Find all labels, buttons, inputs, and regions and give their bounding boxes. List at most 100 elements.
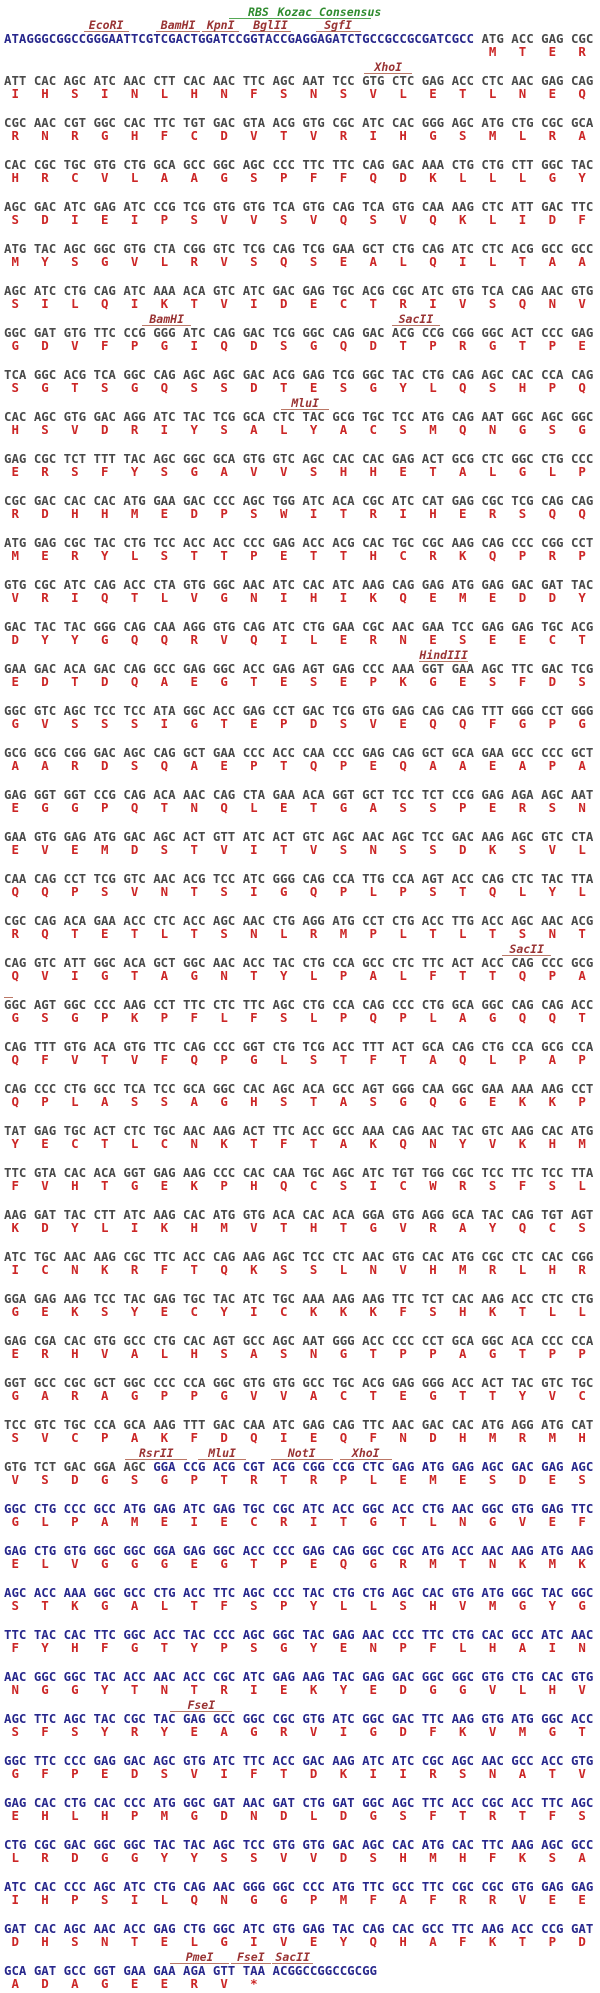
aa-translation-row: G F P E D S V I F T D K I I R S N A T V [4,1766,600,1781]
dna-sequence-row: AGC TTC AGC TAC CGC TAC GAG GCC GGC CGC … [4,1712,600,1725]
enzyme-annotation-row [4,775,600,788]
enzyme-annotation-row [4,481,600,494]
sequence-block: CGC GAC CAC CAC ATG GAA GAC CCC AGC TGG … [4,481,600,520]
orf-codon-sequence: GAA GTG GAG ATG GAC AGC ACT GTT ATC ACT … [4,829,594,844]
aa-translation-row: I C N K R F T Q K S S L N V H M R L H R [4,1262,600,1277]
sequence-block: RBS Kozac Consensus EcoRI BamHI KpnI BglII Sgf… [4,6,600,58]
enzyme-annotation-row [4,985,600,998]
dna-sequence-row: CAC AGC GTG GAC AGG ATC TAC TCG GCA CTC … [4,410,600,423]
orf-codon-sequence: TTC GTA CAC ACA GGT GAG AAG CCC CAC CAA … [4,1165,594,1180]
dna-sequence-row: GGC AGT GGC CCC AAG CCT TTC CTC TTC AGC … [4,998,600,1011]
sequence-block: GAG CTG GTG GGC GGC GGA GAG GGC ACC CCC … [4,1531,600,1570]
enzyme-annotation-row [4,1825,600,1838]
orf-codon-sequence: GGC GAT GTG TTC CCG GGG ATC CAG GAC TCG … [4,325,594,340]
enzyme-annotation-row [4,733,600,746]
enzyme-annotation-row [4,1195,600,1208]
aa-translation-row: L R D G G Y Y S S V V D S H M H F K S A [4,1850,600,1865]
aa-translation-row: S T K G A L T F S P Y L L S H V M G Y G [4,1598,600,1613]
enzyme-annotation-row [4,1027,600,1040]
feature-label: RBS [229,6,288,19]
orf-codon-sequence: ATG ACC GAG CGC [481,31,594,46]
orf-codon-sequence: GGC GTC AGC TCC TCC ATA GGC ACC GAG CCT … [4,703,594,718]
orf-codon-sequence: TCA GGC ACG TCA GGC CAG AGC AGC GAC ACG … [4,367,594,382]
dna-sequence-row: GGC GAT GTG TTC CCG GGG ATC CAG GAC TCG … [4,326,600,339]
sequence-block: GAG CGC TCT TTT TAC AGC GGC GCA GTG GTC … [4,439,600,478]
aa-translation-row: G L P A M E I E C R I T G T L N G V E F [4,1514,600,1529]
orf-codon-sequence: ATT CAC AGC ATC AAC CTT CAC AAC TTC AGC … [4,73,594,88]
sequence-block: GGC TTC CCC GAG GAC AGC GTG ATC TTC ACC … [4,1741,600,1780]
restriction-site-label: XhoI [339,1447,392,1460]
orf-codon-sequence: CGC CAG ACA GAA ACC CTC ACC AGC AAC CTG … [4,913,594,928]
orf-codon-sequence: CAG GTC ATT GGC ACA GCT GGC AAC ACC TAC … [4,955,594,970]
dna-sequence-row: AGC ATC CTG CAG ATC AAA ACA GTC ATC GAC … [4,284,600,297]
sequence-block: XhoI ATT CAC AGC ATC AAC CTT CAC AAC TTC … [4,61,600,100]
orf-codon-sequence: GTG CGC ATC CAG ACC CTA GTG GGC AAC ATC … [4,577,594,592]
enzyme-annotation-row [4,607,600,620]
aa-translation-row: E R H V A L H S A S N G T P P A G T P P [4,1346,600,1361]
aa-translation-row: S D I E I P S V V S V Q S V Q K L I D F [4,212,600,227]
dna-sequence-row: TTC TAC CAC TTC GGC ACC TAC CCC AGC GGC … [4,1628,600,1641]
dna-sequence-row: AGC ACC AAA GGC GCC CTG ACC TTC AGC CCC … [4,1586,600,1599]
dna-sequence-row: TAT GAG TGC ACT CTC TGC AAC AAG ACT TTC … [4,1124,600,1137]
orf-codon-sequence: CAC AGC GTG GAC AGG ATC TAC TCG GCA CTC … [4,409,594,424]
tag-codon-sequence: GAT CAC AGC AAC ACC GAG CTG GGC ATC GTG … [4,1921,594,1936]
feature-annotation-row: RBS Kozac Consensus [4,6,600,19]
enzyme-annotation-row [4,355,600,368]
orf-codon-sequence: CAG TTT GTG ACA GTG TTC CAG CCC GGT CTG … [4,1039,594,1054]
tag-codon-sequence: GGC CTG CCC GCC ATG GAG ATC GAG TGC CGC … [4,1501,594,1516]
enzyme-annotation-row [4,1111,600,1124]
tag-codon-sequence: TTC TAC CAC TTC GGC ACC TAC CCC AGC GGC … [4,1627,594,1642]
restriction-site-label: BglII [249,19,292,32]
orf-codon-sequence: GAC TAC TAC GGG CAG CAA AGG GTG CAG ATC … [4,619,594,634]
dna-sequence-row: ATC TGC AAC AAG CGC TTC ACC CAG AAG AGC … [4,1250,600,1263]
enzyme-annotation-row [4,1069,600,1082]
orf-codon-sequence: TCC GTC TGC CCA GCA AAG TTT GAC CAA ATC … [4,1417,594,1432]
orf-codon-sequence: CAA CAG CCT TCG GTC AAC ACG TCC ATC GGG … [4,871,594,886]
dna-sequence-row: CGC AAC CGT GGC CAC TTC TGT GAC GTA ACG … [4,116,600,129]
orf-codon-sequence: ATC TGC AAC AAG CGC TTC ACC CAG AAG AGC … [4,1249,594,1264]
sequence-block: GAG GGT GGT CCG CAG ACA AAC CAG CTA GAA … [4,775,600,814]
sequence-block: ATG TAC AGC GGC GTG CTA CGG GTC TCG CAG … [4,229,600,268]
sequence-block: CGC AAC CGT GGC CAC TTC TGT GAC GTA ACG … [4,103,600,142]
aa-translation-row: E L V G G G E G T P E Q G R M T N K M K [4,1556,600,1571]
orf-codon-sequence: ATG TAC AGC GGC GTG CTA CGG GTC TCG CAG … [4,241,594,256]
dna-sequence-row: CTG CGC GAC GGC GGC TAC TAC AGC TCC GTG … [4,1838,600,1851]
aa-translation-row: K D Y L I K H M V T H T G V R A Y Q C S [4,1220,600,1235]
aa-translation-row: G V S S S I G T E P D S V E Q Q F G P G [4,716,600,731]
aa-translation-row: A D A G E E R V * [4,1976,273,1991]
sequence-block: CTG CGC GAC GGC GGC TAC TAC AGC TCC GTG … [4,1825,600,1864]
sequence-block: TTC GTA CAC ACA GGT GAG AAG CCC CAC CAA … [4,1153,600,1192]
aa-translation-row: M Y S G V L R V S Q S E A L Q I L T A A [4,254,600,269]
enzyme-annotation-row [4,691,600,704]
enzyme-annotation-row [4,1405,600,1418]
sequence-block: GGA GAG AAG TCC TAC GAG TGC TAC ATC TGC … [4,1279,600,1318]
dna-sequence-row: GAG CGC TCT TTT TAC AGC GGC GCA GTG GTC … [4,452,600,465]
restriction-site-label: BamHI [156,19,200,32]
sequence-block: TTC TAC CAC TTC GGC ACC TAC CCC AGC GGC … [4,1615,600,1654]
dna-sequence-row: ATC CAC CCC AGC ATC CTG CAG AAC GGG GGC … [4,1880,600,1893]
sequence-block: GAG CGA CAC GTG GCC CTG CAC AGT GCC AGC … [4,1321,600,1360]
restriction-site-label: SacII [271,1951,314,1964]
dna-sequence-row: CAG TTT GTG ACA GTG TTC CAG CCC GGT CTG … [4,1040,600,1053]
enzyme-annotation-row: SacII [4,943,600,956]
restriction-site-label: KpnI [202,19,240,32]
restriction-site-label: SacII [502,943,551,956]
enzyme-annotation-row [4,1909,600,1922]
aa-translation-row: H S V D R I Y S A L Y A C S M Q N G S G [4,422,600,437]
orf-codon-sequence: CGC AAC CGT GGC CAC TTC TGT GAC GTA ACG … [4,115,594,130]
enzyme-annotation-row [4,1741,600,1754]
dna-sequence-row: GAG GGT GGT CCG CAG ACA AAC CAG CTA GAA … [4,788,600,801]
dna-sequence-row: GAG CTG GTG GGC GGC GGA GAG GGC ACC CCC … [4,1544,600,1557]
aa-translation-row: R N R G H F C D V T V R I H G S M L R A [4,128,600,143]
dna-sequence-row: TTC GTA CAC ACA GGT GAG AAG CCC CAC CAA … [4,1166,600,1179]
sequence-block: RsrII MluI NotI XhoI GTG TCT GAC GGA AGC GGA… [4,1447,600,1486]
sequence-block: GGT GCC CGC GCT GGC CCC CCA GGC GTG GTG … [4,1363,600,1402]
aa-translation-row: M T E R [4,44,600,59]
sequence-block: AAG GAT TAC CTT ATC AAG CAC ATG GTG ACA … [4,1195,600,1234]
aa-translation-row: G D V F P G I Q D S G Q D T P R G T P E [4,338,600,353]
sequence-block: TCC GTC TGC CCA GCA AAG TTT GAC CAA ATC … [4,1405,600,1444]
tag-codon-sequence: AGC ACC AAA GGC GCC CTG ACC TTC AGC CCC … [4,1585,594,1600]
sequence-block: GAC TAC TAC GGG CAG CAA AGG GTG CAG ATC … [4,607,600,646]
sequence-block: FseI AGC TTC AGC TAC CGC TAC GAG GCC GGC … [4,1699,600,1738]
aa-translation-row: G E K S Y E C Y I C K K K F S H K T L L [4,1304,600,1319]
